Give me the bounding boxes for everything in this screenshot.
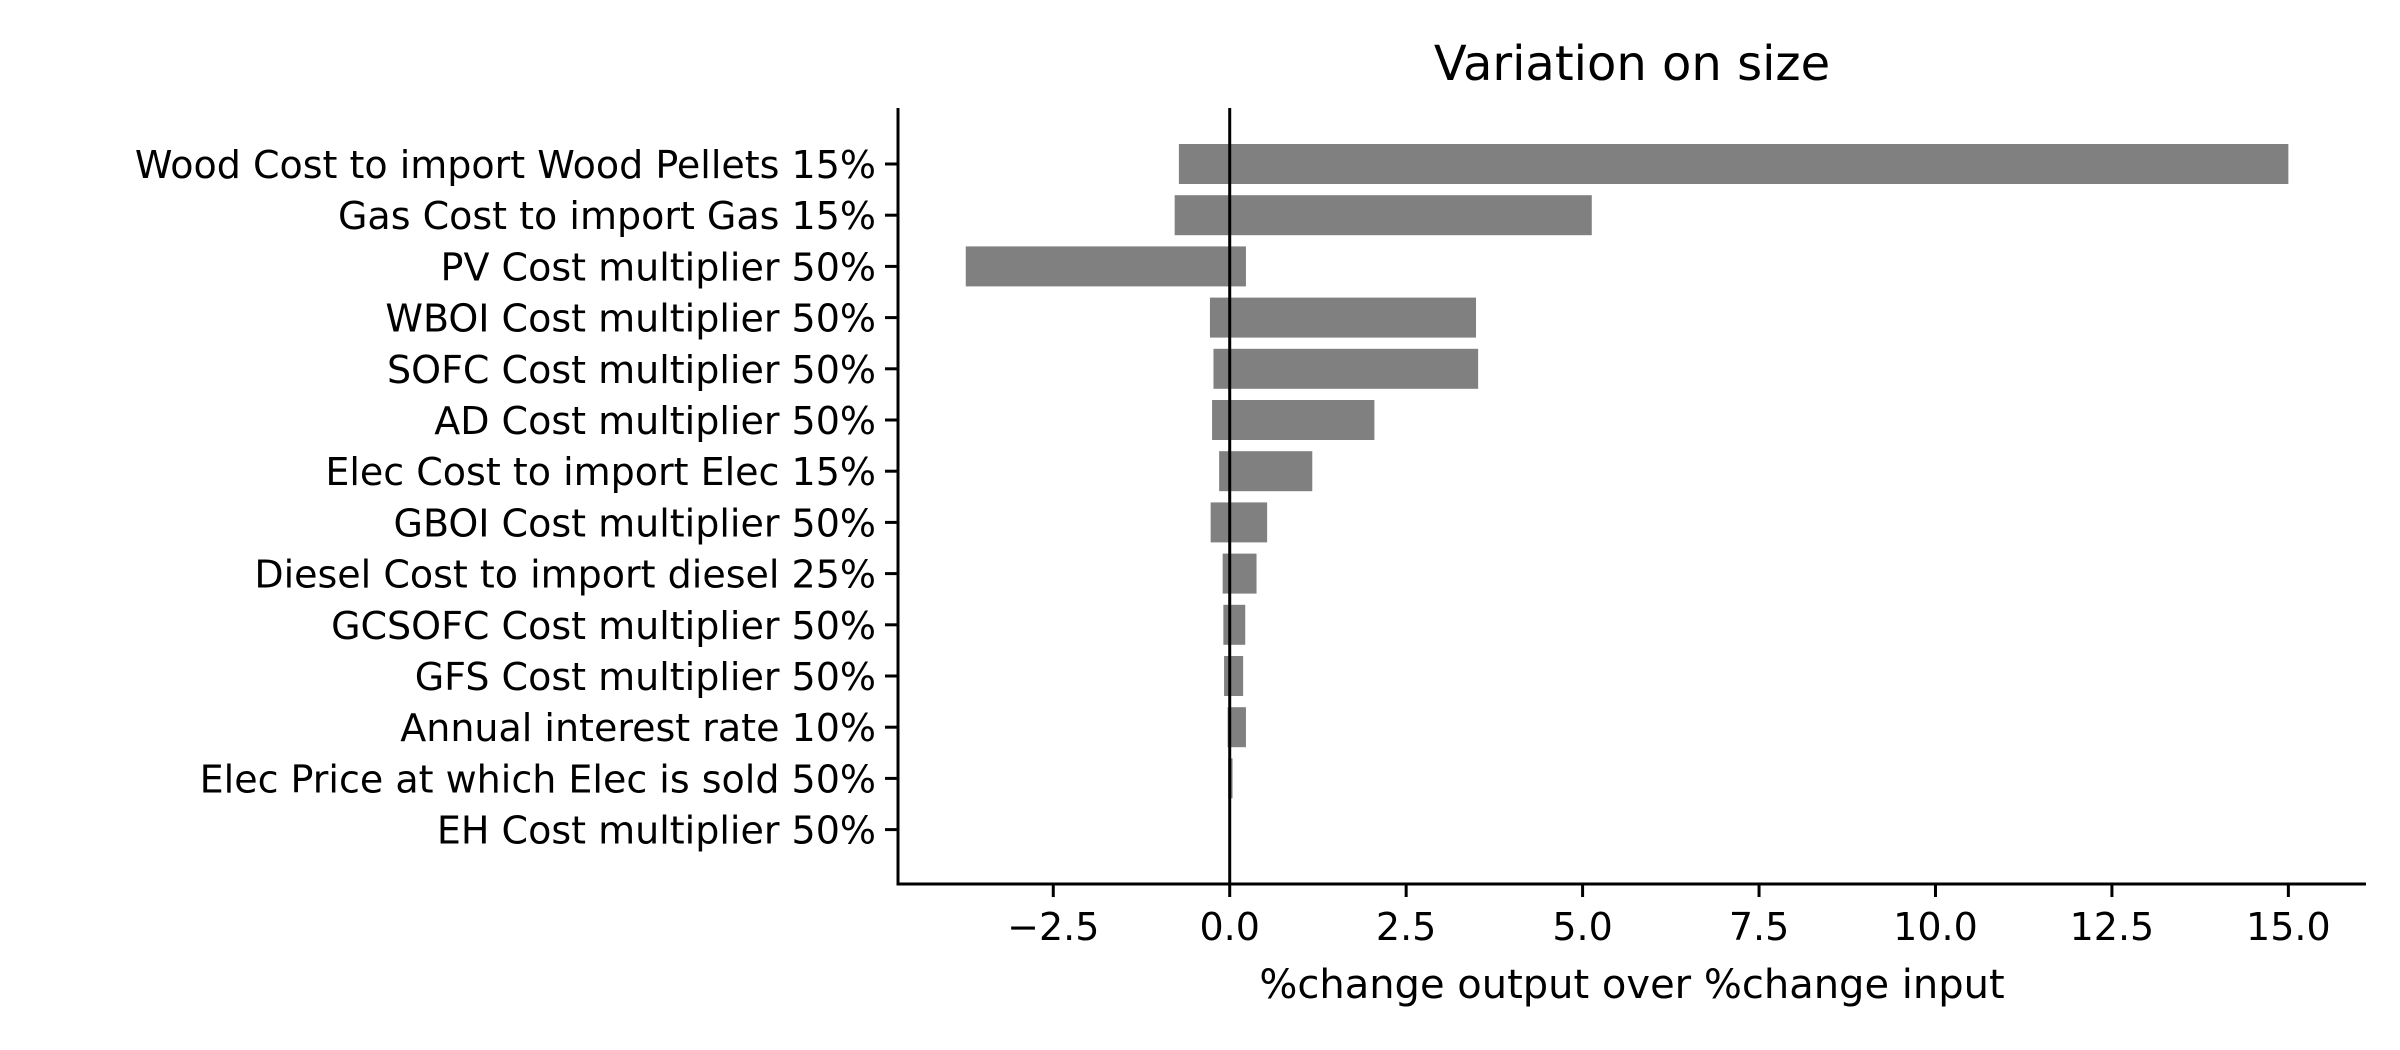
bar-5 [1212,400,1375,440]
y-tick-label: Annual interest rate 10% [400,706,876,750]
x-tick-label: 15.0 [2246,905,2331,949]
y-tick-label: GCSOFC Cost multiplier 50% [331,604,876,648]
y-tick-label: Wood Cost to import Wood Pellets 15% [135,143,876,187]
y-tick-label: Gas Cost to import Gas 15% [338,194,876,238]
x-tick-label: 0.0 [1199,905,1259,949]
y-tick-label: GBOI Cost multiplier 50% [394,501,877,545]
bar-8 [1222,553,1257,594]
x-tick-label: −2.5 [1007,905,1099,949]
bar-1 [1174,195,1592,236]
bar-3 [1209,297,1477,338]
bar-7 [1210,502,1268,543]
x-tick-label: 5.0 [1552,905,1612,949]
y-tick-label: GFS Cost multiplier 50% [415,655,876,699]
x-tick-label: 2.5 [1376,905,1436,949]
x-ticks: −2.5 0.0 2.5 5.0 7.5 10.0 12.5 15.0 [1007,884,2331,949]
bar-9 [1223,604,1246,645]
y-tick-label: Elec Cost to import Elec 15% [325,450,876,494]
bar-2 [965,246,1246,287]
bar-4 [1213,348,1479,389]
bar-11 [1227,707,1246,748]
y-tick-label: AD Cost multiplier 50% [434,399,876,443]
bar-6 [1219,451,1313,492]
bar-0 [1178,144,2289,184]
bars-group [965,144,2289,850]
y-tick-label: WBOI Cost multiplier 50% [385,297,876,341]
x-tick-label: 7.5 [1729,905,1789,949]
x-tick-label: 12.5 [2070,905,2155,949]
y-tick-label: Elec Price at which Elec is sold 50% [200,757,876,801]
x-axis-label: %change output over %change input [1259,962,2004,1008]
bar-10 [1224,656,1244,696]
x-tick-label: 10.0 [1893,905,1978,949]
y-tick-label: PV Cost multiplier 50% [441,245,876,289]
y-tick-labels: Wood Cost to import Wood Pellets 15% Gas … [135,143,898,853]
chart-title: Variation on size [1434,36,1830,92]
y-tick-label: Diesel Cost to import diesel 25% [254,553,876,597]
y-tick-label: SOFC Cost multiplier 50% [387,348,876,392]
y-tick-label: EH Cost multiplier 50% [437,809,876,853]
